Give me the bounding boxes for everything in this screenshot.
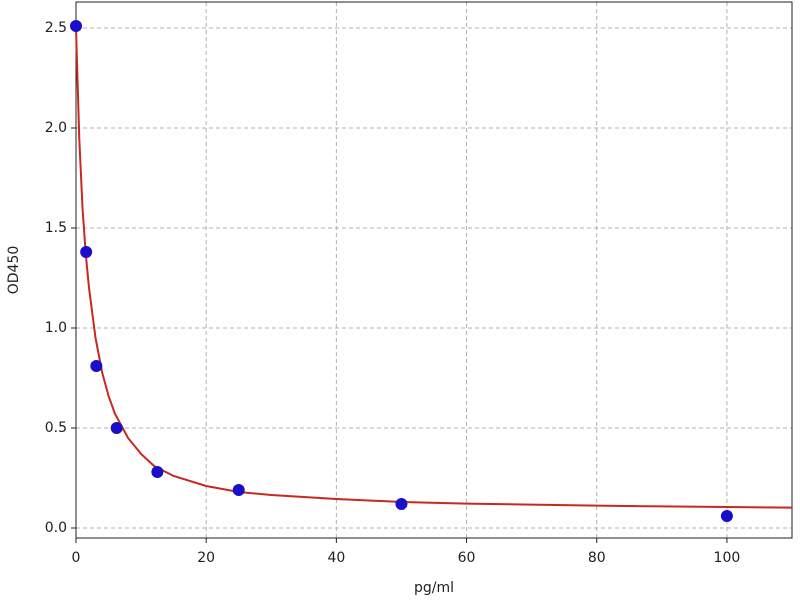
data-point: [70, 20, 82, 32]
x-tick-label: 80: [588, 550, 606, 566]
plot-frame: [75, 1, 793, 539]
data-point: [80, 246, 93, 258]
x-tick-label: 60: [458, 550, 476, 566]
y-tick-label: 2.5: [45, 20, 67, 36]
data-point: [90, 360, 103, 372]
x-tick-label: 0: [72, 550, 81, 566]
y-tick-label: 0.0: [45, 520, 67, 536]
x-axis-label: pg/ml: [414, 580, 454, 596]
x-tick-label: 20: [197, 550, 215, 566]
x-tick-label: 100: [714, 550, 741, 566]
y-tick-label: 0.5: [45, 420, 67, 436]
data-point: [720, 510, 733, 522]
y-tick-label: 2.0: [45, 120, 67, 136]
y-axis-label: OD450: [6, 246, 22, 295]
fit-curve: [75, 27, 793, 509]
data-point: [232, 484, 245, 496]
data-point: [395, 498, 408, 510]
data-point: [110, 422, 123, 434]
data-point: [151, 466, 164, 478]
x-tick-label: 40: [327, 550, 345, 566]
y-tick-label: 1.0: [45, 320, 67, 336]
y-tick-label: 1.5: [45, 220, 67, 236]
